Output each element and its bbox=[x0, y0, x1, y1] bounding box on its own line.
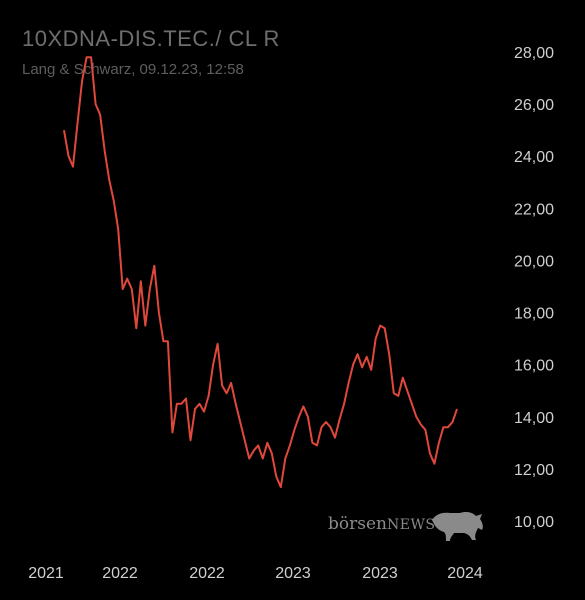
y-tick-label: 22,00 bbox=[514, 201, 554, 218]
y-axis-tick-labels: 28,00 26,00 24,00 22,00 20,00 18,00 16,00 14,00… bbox=[514, 45, 554, 531]
x-tick-label: 2021 bbox=[28, 565, 64, 582]
y-tick-label: 16,00 bbox=[514, 358, 554, 375]
y-tick-label: 20,00 bbox=[514, 253, 554, 270]
x-tick-label: 2023 bbox=[362, 565, 398, 582]
x-tick-label: 2022 bbox=[102, 565, 138, 582]
y-tick-label: 24,00 bbox=[514, 149, 554, 166]
y-tick-label: 14,00 bbox=[514, 410, 554, 427]
chart-title: 10XDNA-DIS.TEC./ CL R bbox=[22, 26, 280, 51]
bull-icon bbox=[432, 512, 483, 541]
x-tick-label: 2023 bbox=[275, 565, 311, 582]
y-tick-label: 12,00 bbox=[514, 462, 554, 479]
watermark-brand-part1: börsen bbox=[328, 514, 387, 534]
y-tick-label: 10,00 bbox=[514, 514, 554, 531]
x-axis-tick-labels: 2021 2022 2022 2023 2023 2024 bbox=[28, 565, 483, 582]
chart-subtitle: Lang & Schwarz, 09.12.23, 12:58 bbox=[22, 61, 244, 78]
series-line-0 bbox=[63, 56, 458, 489]
series-group bbox=[63, 56, 458, 489]
x-tick-label: 2024 bbox=[447, 565, 483, 582]
watermark-logo: börsenNEWS bbox=[328, 514, 435, 534]
x-tick-label: 2022 bbox=[189, 565, 225, 582]
y-tick-label: 18,00 bbox=[514, 306, 554, 323]
watermark-brand-part2: NEWS bbox=[386, 517, 436, 533]
y-tick-label: 28,00 bbox=[514, 45, 554, 62]
y-tick-label: 26,00 bbox=[514, 97, 554, 114]
